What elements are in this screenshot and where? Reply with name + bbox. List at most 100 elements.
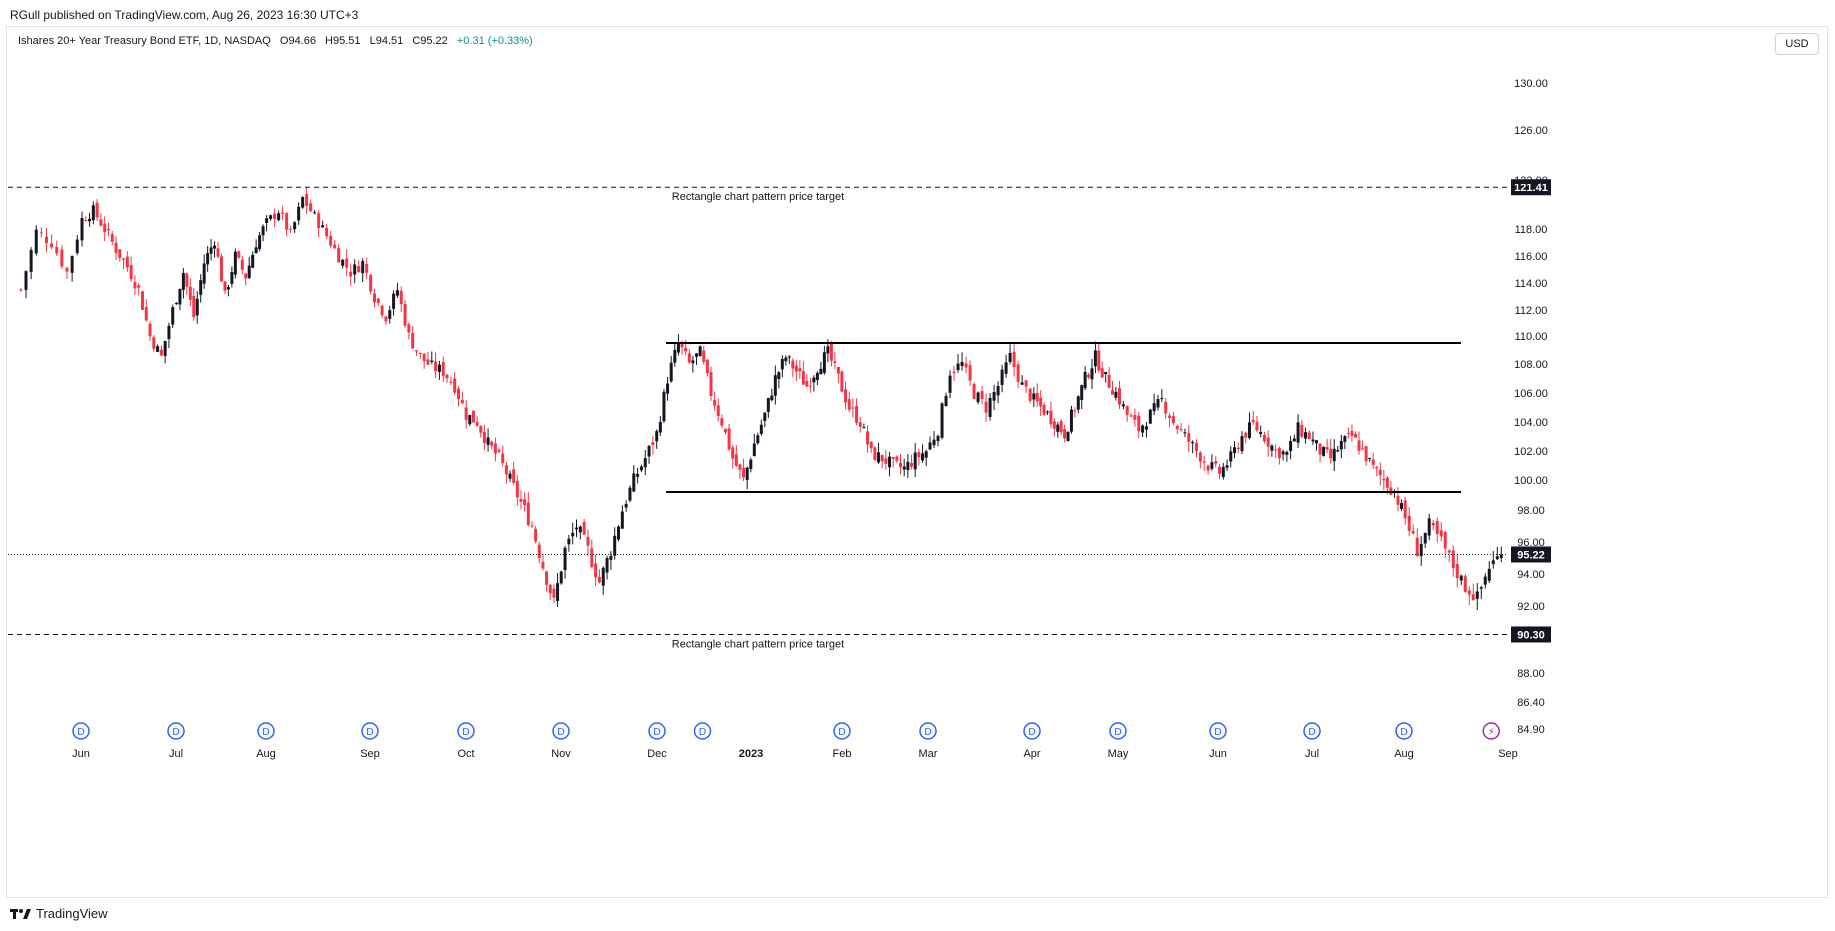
candle-body [1475,591,1479,599]
event-marker[interactable] [648,722,666,740]
dividend-event-icon[interactable]: D [833,722,851,740]
candle-body [501,453,505,464]
candle-body [457,388,461,400]
tradingview-footer[interactable]: TradingView [10,906,108,921]
event-marker[interactable] [1395,722,1413,740]
candle-body [956,363,960,371]
split-event-icon[interactable]: ⚡ [1482,722,1500,740]
candle [441,356,445,382]
dividend-event-icon[interactable]: D [1209,722,1227,740]
candle-body [530,525,534,527]
candle-body [129,264,133,280]
candle [548,583,552,600]
candle-body [1121,404,1125,407]
dividend-event-icon[interactable]: D [457,722,475,740]
dividend-event-icon[interactable]: D [1303,722,1321,740]
event-marker[interactable] [552,722,570,740]
candle-body [844,389,848,403]
event-label: D [77,727,85,738]
candle [716,398,720,422]
dividend-event-icon[interactable]: D [648,722,666,740]
candle [869,441,873,453]
event-marker[interactable] [1109,722,1127,740]
event-marker[interactable] [1303,722,1321,740]
candle-body [118,249,122,259]
candle-body [1289,440,1293,452]
candle [403,300,407,328]
candle [1046,410,1050,416]
candle-body [647,445,651,457]
candle-body [1183,432,1187,434]
candle-body [1206,465,1210,471]
event-marker[interactable] [833,722,851,740]
event-marker[interactable] [72,722,90,740]
dividend-event-icon[interactable]: D [167,722,185,740]
candle-body [1336,450,1340,452]
candle [1304,427,1308,444]
candle-body [1419,544,1423,557]
candle [106,222,110,237]
candle-body [1066,431,1070,442]
x-tick-label: Apr [1023,748,1040,760]
dividend-event-icon[interactable]: D [919,722,937,740]
y-tick-label: 94.00 [1517,569,1545,581]
candle-body [411,332,415,349]
candle-body [731,447,735,459]
candle [1411,524,1415,535]
candle-body [988,397,992,417]
event-marker[interactable] [257,722,275,740]
candle-body [512,469,516,483]
candle-body [780,358,784,370]
event-marker[interactable] [1023,722,1041,740]
candle [34,225,38,256]
y-tick-label: 84.90 [1517,724,1545,736]
event-marker[interactable] [1482,722,1500,740]
dividend-event-icon[interactable]: D [1109,722,1127,740]
candle [972,382,976,400]
candle-body [673,349,677,363]
candle-body [19,289,23,291]
event-marker[interactable] [693,722,712,740]
candle [628,485,632,503]
candle [1255,415,1259,433]
candle [1343,434,1347,450]
candle-body [819,368,823,375]
symbol-name[interactable]: Ishares 20+ Year Treasury Bond ETF, 1D, … [18,35,271,47]
candle-body [1144,426,1148,430]
candle [1087,373,1091,380]
dividend-event-icon[interactable]: D [72,722,90,740]
event-marker[interactable] [919,722,937,740]
candle [988,393,992,421]
candle-body [1274,449,1278,451]
candle-body [1042,404,1046,415]
event-marker[interactable] [457,722,475,740]
event-marker[interactable] [167,722,185,740]
candle-body [202,263,206,284]
candle [273,208,277,228]
dividend-event-icon[interactable]: D [1023,722,1041,740]
candle [944,392,948,407]
dividend-event-icon[interactable]: D [361,722,379,740]
candle [254,239,258,254]
candle-body [140,291,144,310]
candle-body [559,571,563,584]
candle [624,500,628,512]
dividend-event-icon[interactable]: D [693,722,712,740]
candle-body [1240,436,1244,452]
candle [1419,536,1423,566]
event-marker[interactable] [1209,722,1227,740]
candle-body [380,305,384,316]
dividend-event-icon[interactable]: D [552,722,570,740]
candle [103,216,107,242]
candle [798,360,802,379]
dividend-event-icon[interactable]: D [1395,722,1413,740]
candle-body [1191,441,1195,444]
y-tick-label: 130.00 [1514,78,1548,90]
candle-body [1046,411,1050,413]
currency-button[interactable]: USD [1775,33,1819,55]
event-marker[interactable] [361,722,379,740]
dividend-event-icon[interactable]: D [257,722,275,740]
candle-body [80,217,84,241]
candle-body [590,548,594,567]
